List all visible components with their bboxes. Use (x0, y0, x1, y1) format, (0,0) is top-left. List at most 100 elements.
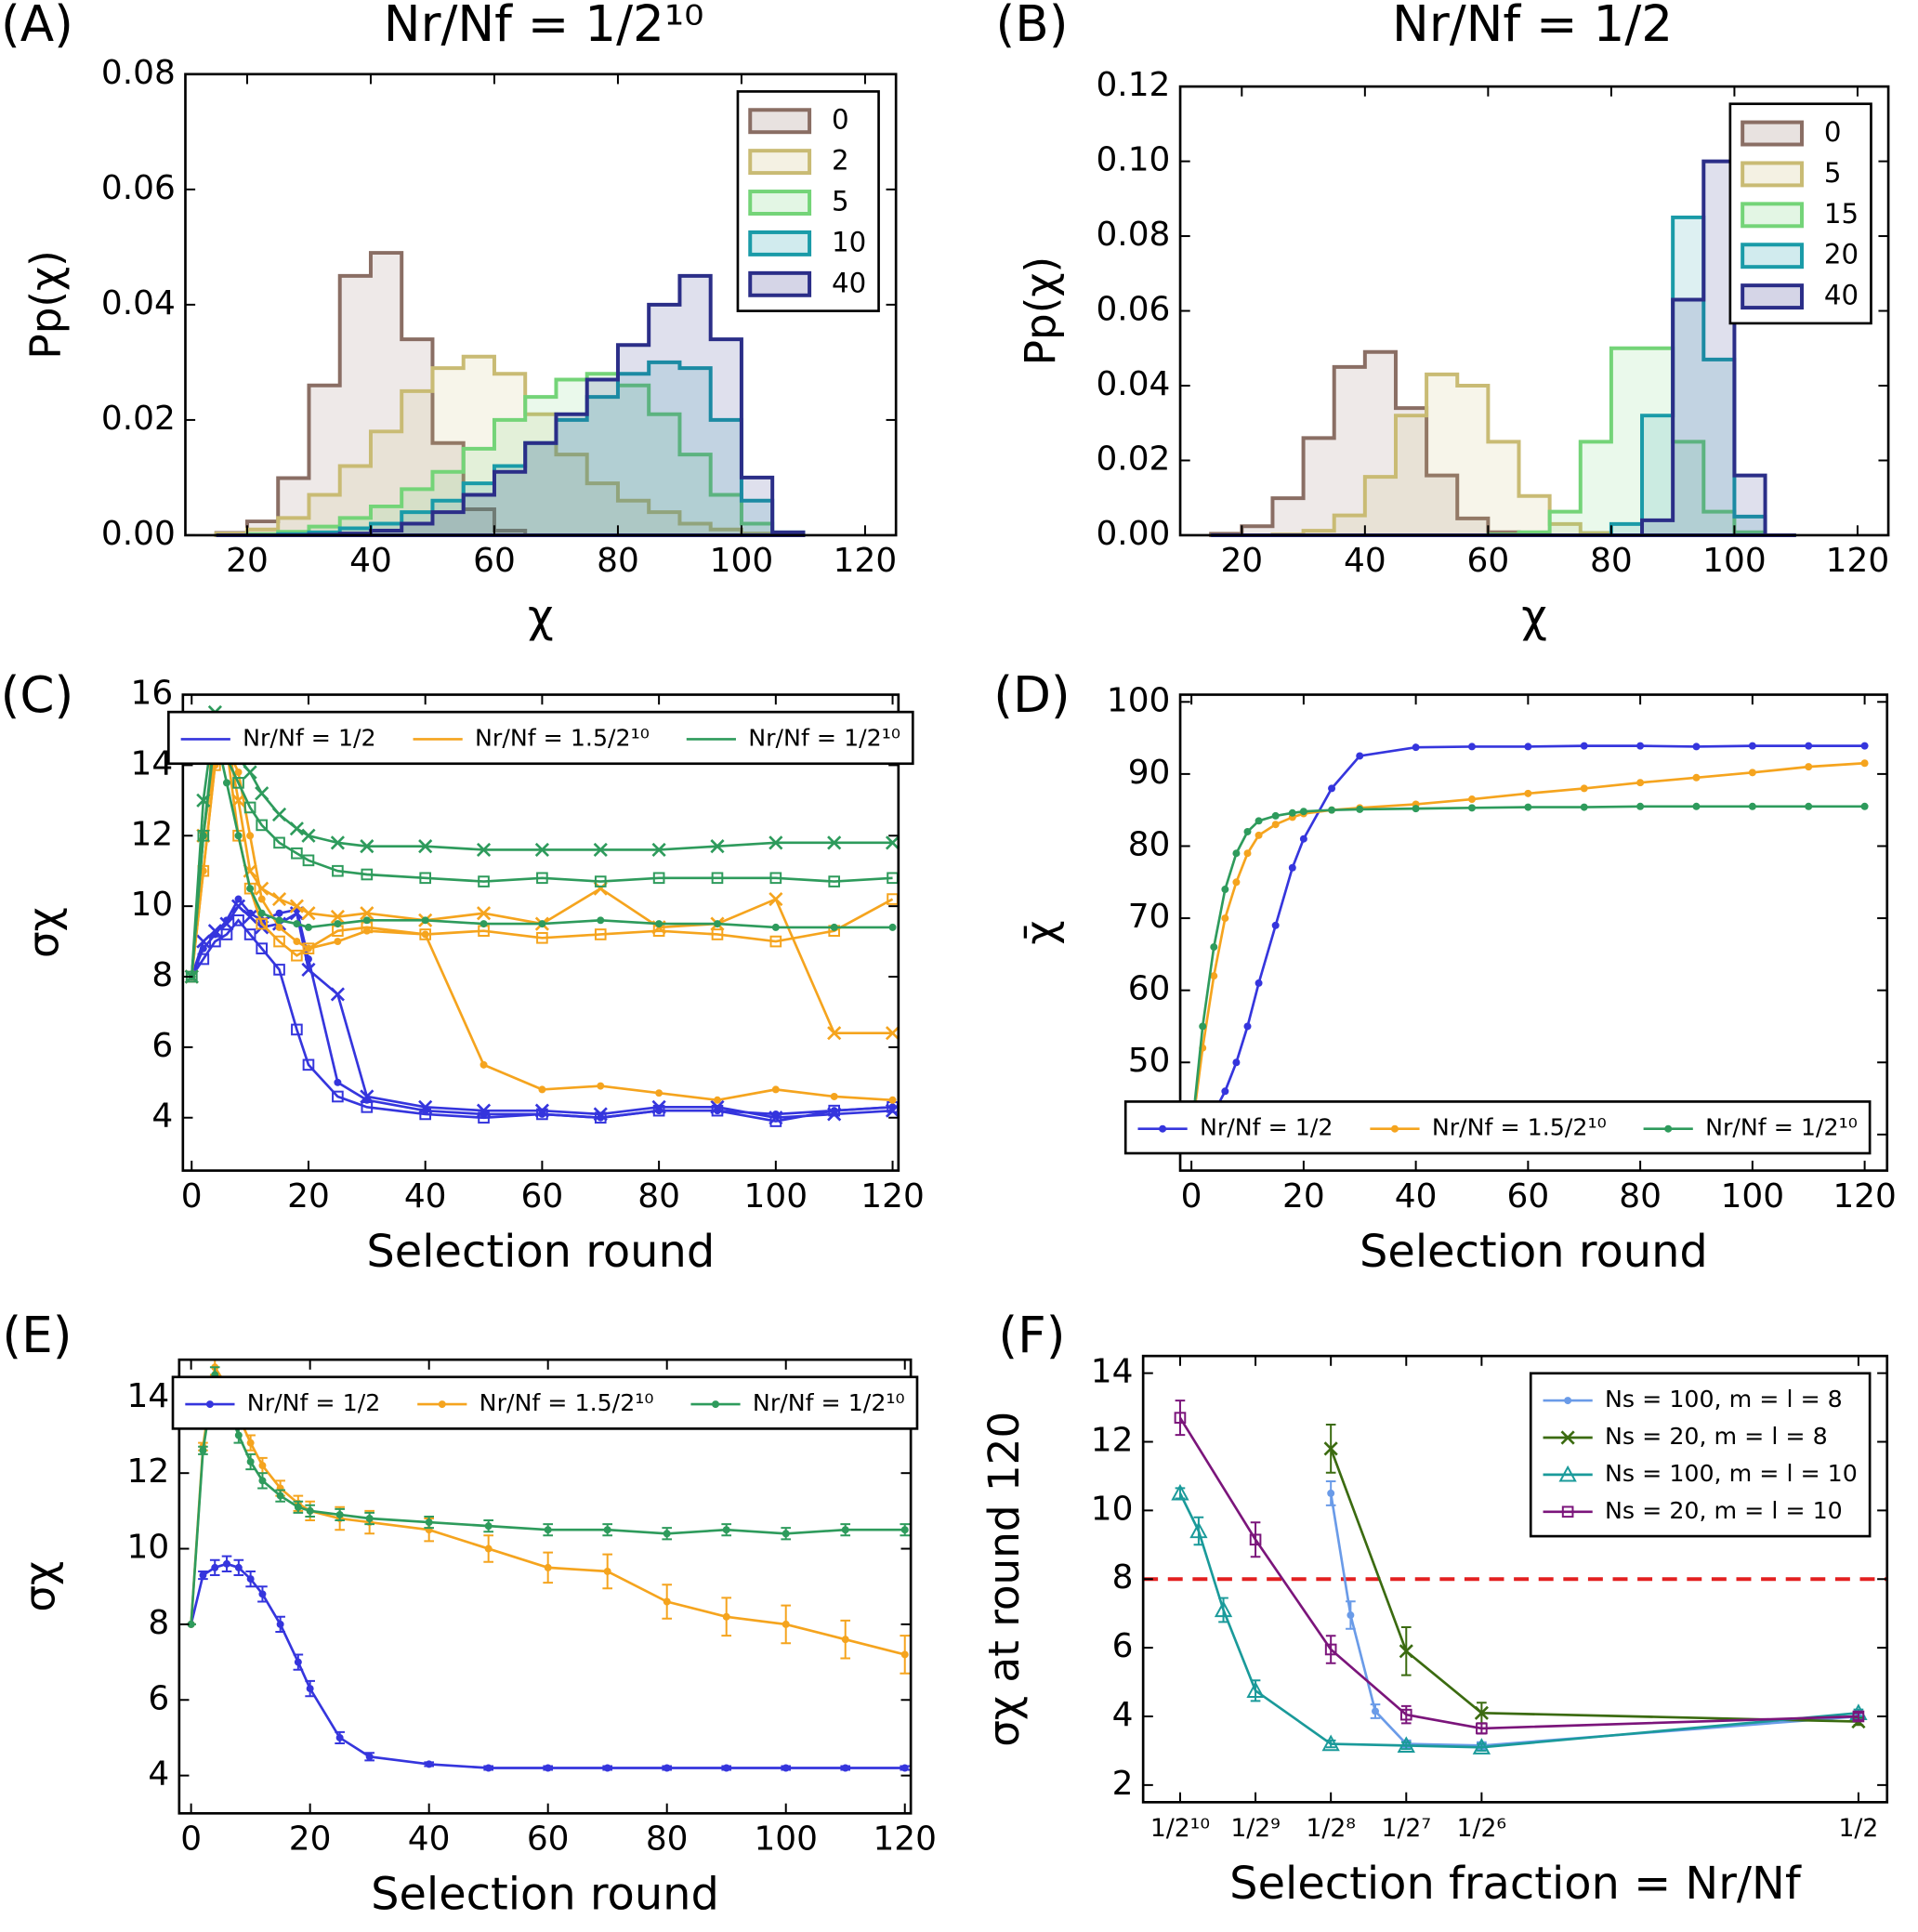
legend-entry: 0 (1741, 116, 1842, 148)
marker (594, 1111, 607, 1124)
marker (421, 916, 429, 925)
marker (220, 928, 233, 940)
marker (711, 928, 724, 940)
marker (885, 1026, 900, 1041)
marker (603, 1567, 611, 1575)
marker (361, 868, 374, 881)
y-tick-label: 10 (130, 886, 173, 924)
marker (275, 923, 283, 931)
marker (1328, 806, 1336, 814)
marker (1171, 1483, 1189, 1501)
marker (1476, 1722, 1488, 1735)
y-tick-label: 0.00 (1096, 515, 1170, 553)
marker (302, 854, 315, 867)
marker (335, 1510, 344, 1518)
marker (1636, 802, 1645, 810)
legend-entry: 5 (748, 186, 849, 217)
marker (1852, 1710, 1865, 1723)
marker (256, 942, 269, 954)
series-line (1178, 1416, 1859, 1730)
marker (538, 920, 546, 928)
marker (301, 906, 316, 921)
marker (425, 1760, 433, 1768)
marker (294, 1658, 302, 1666)
y-tick-label: 0.06 (101, 169, 176, 207)
marker (1271, 921, 1280, 929)
x-tick-label: 1/2⁷ (1382, 1814, 1431, 1843)
histogram-step (216, 273, 806, 537)
legend-label: Ns = 20, m = l = 10 (1605, 1497, 1843, 1524)
marker (1356, 805, 1364, 813)
marker (209, 935, 221, 948)
marker (273, 935, 285, 948)
legend-box (171, 1375, 919, 1430)
marker (1692, 802, 1701, 810)
legend-entry: Nr/Nf = 1.5/2¹⁰ (417, 1389, 654, 1416)
marker (222, 779, 230, 787)
marker (478, 1111, 490, 1124)
marker (597, 1082, 605, 1090)
x-tick-label: 80 (1590, 542, 1633, 580)
x-axis-label: χ (528, 591, 554, 642)
marker (1271, 821, 1280, 829)
marker (652, 872, 665, 885)
y-tick-label: 8 (1112, 1558, 1134, 1597)
legend: 0 5 15 20 40 (1728, 102, 1872, 325)
marker (304, 923, 312, 931)
marker (1210, 972, 1218, 980)
legend-swatch (748, 270, 812, 297)
marker (199, 1446, 207, 1454)
marker (289, 821, 304, 836)
y-tick-label: 6 (151, 1027, 173, 1065)
y-tick-label: 12 (130, 815, 173, 853)
marker (360, 839, 374, 854)
marker (187, 1620, 195, 1628)
marker (234, 832, 243, 840)
plot-frame (1141, 1354, 1889, 1804)
plot-area (1209, 159, 1796, 537)
x-tick-label: 40 (1344, 542, 1386, 580)
marker (900, 1526, 909, 1534)
marker (275, 909, 283, 917)
legend-entry: 40 (1741, 280, 1859, 311)
y-tick-label: 0.12 (1096, 66, 1170, 104)
y-tick-label: 10 (126, 1529, 169, 1567)
marker (232, 777, 244, 789)
marker (330, 909, 345, 925)
marker (246, 1575, 255, 1584)
marker (1397, 1736, 1415, 1754)
error-bar (1853, 1712, 1864, 1721)
marker (1472, 1738, 1491, 1755)
marker (291, 949, 303, 962)
legend-entry: Ns = 100, m = l = 10 (1543, 1460, 1858, 1487)
marker (534, 842, 549, 858)
marker (289, 899, 304, 913)
marker (360, 1089, 374, 1104)
marker (597, 916, 605, 925)
legend-entry: Ns = 20, m = l = 8 (1543, 1423, 1828, 1450)
y-tick-label: 0.02 (101, 400, 176, 438)
marker (771, 1085, 780, 1094)
x-tick-label: 20 (287, 1177, 330, 1216)
legend-label: 40 (1824, 280, 1859, 311)
series-line (190, 732, 893, 978)
marker (594, 875, 607, 887)
marker (232, 913, 244, 927)
x-axis-label: Selection round (1360, 1227, 1708, 1278)
marker (1299, 835, 1307, 843)
marker (1468, 804, 1476, 812)
marker (243, 909, 257, 925)
marker (713, 920, 721, 928)
y-tick-label: 14 (130, 744, 173, 782)
legend-entry: Nr/Nf = 1/2¹⁰ (690, 1389, 905, 1416)
marker (663, 1597, 671, 1606)
x-tick-label: 20 (1220, 542, 1263, 580)
marker (827, 1026, 842, 1041)
y-tick-label: 4 (151, 1097, 173, 1136)
y-tick-label: 60 (1128, 970, 1171, 1008)
legend-entry: 5 (1741, 157, 1842, 189)
marker (484, 1522, 493, 1531)
marker (830, 923, 838, 931)
plot-area (1143, 1400, 1887, 1755)
